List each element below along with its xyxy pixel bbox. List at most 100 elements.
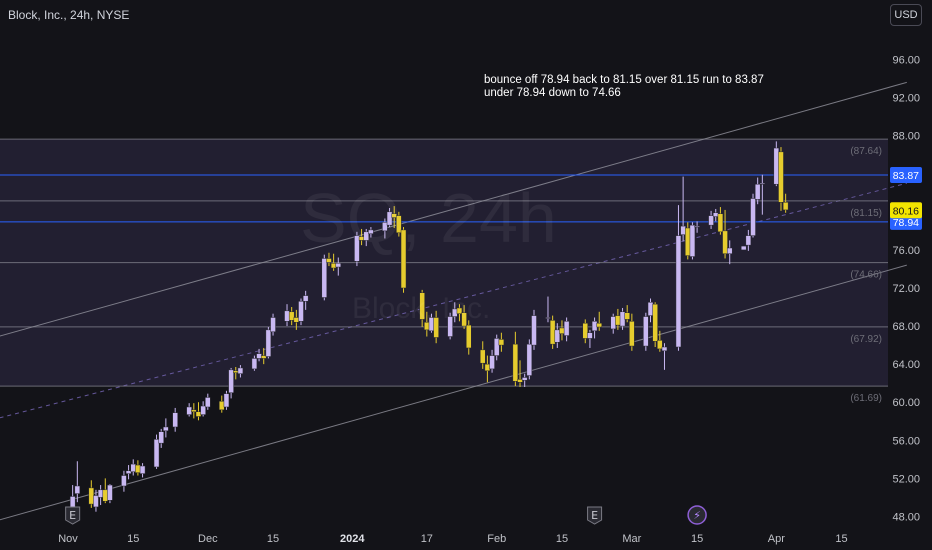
candle[interactable] [288,307,295,326]
candle[interactable] [722,209,728,259]
candle[interactable] [512,331,519,387]
candle[interactable] [260,347,267,365]
candle[interactable] [270,313,276,336]
last-price-tag-bg [890,202,922,219]
candle[interactable] [228,367,234,399]
candle[interactable] [447,312,453,340]
candle[interactable] [433,310,439,344]
candle[interactable] [582,319,589,344]
candle[interactable] [531,309,537,350]
last-price-tag: 80.16 [890,202,922,219]
candle[interactable] [745,229,752,251]
candle[interactable] [456,304,463,322]
candle[interactable] [717,207,724,235]
candle-body [647,302,654,316]
candle-body [549,320,556,345]
candle[interactable] [587,329,593,348]
candle[interactable] [554,323,561,348]
candle[interactable] [125,465,132,480]
candle[interactable] [298,298,304,326]
candle[interactable] [685,222,691,260]
candle[interactable] [694,221,700,233]
candle[interactable] [479,341,486,369]
candle-body [717,213,724,233]
candle[interactable] [354,231,360,267]
candle[interactable] [624,305,630,323]
candle[interactable] [652,302,658,348]
candle[interactable] [121,470,127,492]
candle[interactable] [629,313,635,351]
candle[interactable] [782,193,789,213]
candle[interactable] [74,461,81,503]
candle[interactable] [657,330,663,352]
candle[interactable] [205,393,211,410]
candle[interactable] [251,355,258,371]
candle[interactable] [708,210,714,229]
earnings-marker[interactable]: E [587,506,603,525]
candle[interactable] [493,334,500,361]
earnings-marker[interactable]: E [65,506,81,525]
candle-body [200,405,206,415]
candle[interactable] [466,320,472,355]
candle-body [563,321,570,336]
candle[interactable] [139,463,146,478]
candle[interactable] [200,401,206,417]
candle[interactable] [643,312,649,351]
candle[interactable] [302,290,309,310]
candle-body [726,247,733,254]
candle[interactable] [396,211,402,237]
candle-body [237,367,244,374]
candle[interactable] [363,228,369,247]
channel-upper-line[interactable] [0,81,907,347]
candle[interactable] [172,407,178,432]
channel-lower-line[interactable] [0,264,907,531]
candle[interactable] [321,254,328,301]
candle[interactable] [521,373,528,387]
candle[interactable] [563,317,570,342]
currency-button[interactable]: USD [890,4,922,26]
candle[interactable] [754,177,761,205]
candle[interactable] [661,343,668,370]
candle[interactable] [158,428,164,448]
candle[interactable] [326,252,332,267]
dividend-marker[interactable]: ⚡ [687,505,707,525]
candle-body [396,215,402,234]
candle[interactable] [335,257,342,276]
candle[interactable] [759,174,766,215]
candle[interactable] [382,218,388,239]
candle[interactable] [368,227,374,238]
candle[interactable] [223,390,230,410]
candle[interactable] [419,289,425,328]
candle-body [354,235,360,262]
chart-annotation[interactable]: bounce off 78.94 back to 81.15 over 81.1… [484,74,764,100]
candle[interactable] [153,434,160,469]
candle[interactable] [237,365,244,378]
candle[interactable] [191,403,197,419]
candle[interactable] [498,332,505,352]
candle[interactable] [265,327,272,359]
candle[interactable] [163,418,169,438]
candle[interactable] [596,311,602,331]
candle-body [125,470,132,474]
candle-body [205,397,211,408]
channel-middle-line[interactable] [0,182,907,428]
candle[interactable] [773,141,780,187]
candle[interactable] [778,147,784,211]
candle[interactable] [400,227,407,293]
candle[interactable] [675,205,682,351]
candle[interactable] [107,484,113,504]
candle[interactable] [549,315,556,349]
candle-body [587,332,593,339]
candle[interactable] [689,222,696,260]
candle[interactable] [726,240,733,265]
candle[interactable] [386,208,393,228]
candle[interactable] [526,339,533,380]
candle[interactable] [93,489,99,512]
candle[interactable] [740,245,747,251]
candle[interactable] [489,349,495,373]
candle[interactable] [461,305,467,329]
candle[interactable] [750,193,756,238]
candle[interactable] [545,296,551,323]
candle[interactable] [517,360,523,387]
